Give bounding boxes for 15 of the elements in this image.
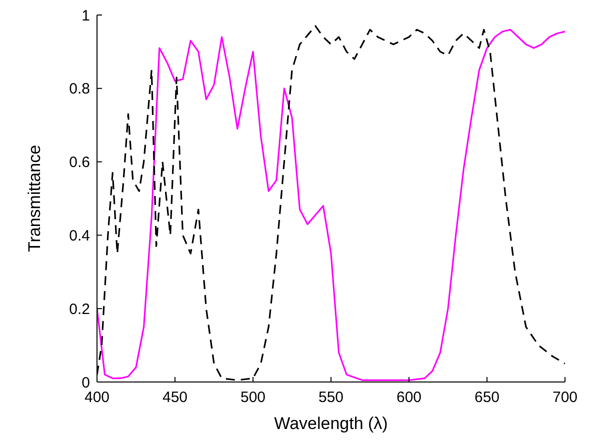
x-tick-label: 500 [240, 389, 266, 406]
x-axis-title: Wavelength (λ) [274, 414, 388, 433]
x-tick-label: 700 [552, 389, 578, 406]
y-tick-label: 0.2 [69, 300, 90, 318]
y-tick-label: 0 [82, 374, 90, 392]
x-tick-label: 400 [84, 389, 110, 406]
x-tick-label: 550 [318, 389, 344, 406]
y-tick-label: 0.4 [69, 227, 90, 244]
y-tick-label: 0.6 [69, 154, 90, 172]
x-tick-label: 450 [162, 389, 188, 406]
x-tick-label: 650 [474, 389, 500, 406]
y-tick-label: 1 [82, 7, 90, 24]
y-axis-title: Transmittance [25, 144, 44, 252]
y-tick-label: 0.8 [69, 80, 90, 98]
x-tick-label: 600 [396, 389, 422, 406]
